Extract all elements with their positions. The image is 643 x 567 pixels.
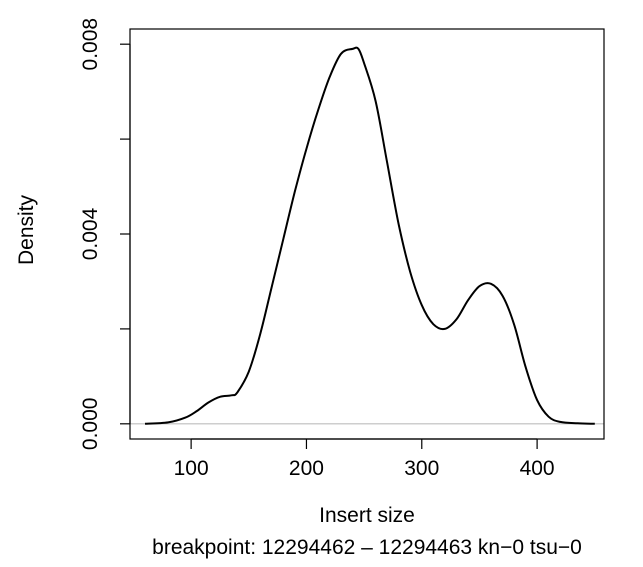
y-tick-label: 0.000 [79,398,102,451]
plot-frame [129,28,605,440]
x-tick-label: 300 [404,457,439,480]
x-tick-label: 100 [174,457,209,480]
density-curve-0 [144,46,595,425]
x-axis-label: Insert size [319,504,415,527]
x-tick-label: 400 [520,457,555,480]
y-axis: 0.000 0.004 0.008 [79,18,131,451]
x-axis: 100 200 300 400 [174,438,555,480]
y-tick-label: 0.008 [79,18,102,71]
breakpoint-subtitle: breakpoint: 12294462 – 12294463 kn−0 tsu… [152,536,582,559]
y-axis-label: Density [15,194,38,265]
y-tick-label: 0.004 [79,207,102,260]
x-tick-label: 200 [289,457,324,480]
